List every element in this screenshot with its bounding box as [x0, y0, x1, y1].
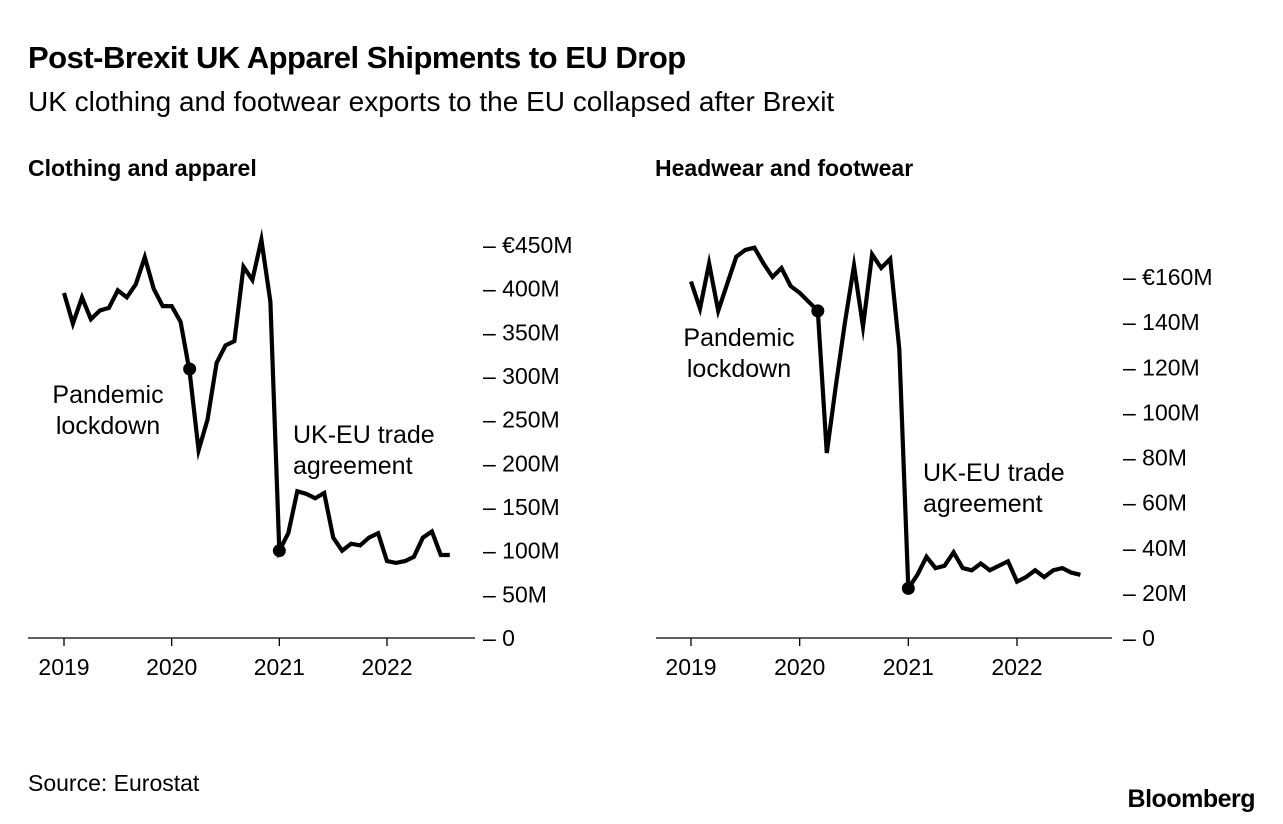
footwear-annotation-marker	[811, 304, 825, 318]
clothing-chart: 2019 2020 2021 2022 – €450M – 400M – 350M – 300…	[28, 228, 573, 680]
footwear-chart: 2019 2020 2021 2022 – €160M – 140M – 120M – 100…	[656, 245, 1213, 680]
footwear-x-tick-label: 2020	[774, 654, 825, 680]
clothing-x-tick-label: 2021	[254, 654, 305, 680]
footwear-y-tick-label: – 0	[1123, 625, 1155, 651]
footwear-y-tick-label: – €160M	[1123, 264, 1213, 290]
footwear-series-line	[689, 245, 1081, 595]
clothing-y-tick-label: – 150M	[483, 494, 560, 520]
footwear-annotation-text: Pandemic	[683, 324, 794, 352]
footwear-y-tick-label: – 60M	[1123, 490, 1187, 516]
clothing-annotation-marker	[272, 544, 286, 558]
source-note: Source: Eurostat	[28, 770, 200, 796]
clothing-y-tick-label: – 200M	[483, 450, 560, 476]
footwear-annotation-text: UK-EU trade	[923, 459, 1065, 487]
clothing-y-tick-label: – 0	[483, 625, 515, 651]
footwear-x-tick-label: 2022	[991, 654, 1042, 680]
clothing-y-tick-label: – 250M	[483, 407, 560, 433]
footwear-annotation-text: agreement	[923, 490, 1043, 518]
clothing-y-tick-label: – 300M	[483, 363, 560, 389]
footwear-y-tick-label: – 140M	[1123, 309, 1200, 335]
clothing-y-tick-label: – €450M	[483, 232, 573, 258]
panel-title-clothing: Clothing and apparel	[28, 155, 257, 181]
footwear-y-tick-label: – 40M	[1123, 535, 1187, 561]
footwear-annotation-text: lockdown	[687, 355, 791, 383]
clothing-x-tick-label: 2022	[361, 654, 412, 680]
clothing-annotation-text: lockdown	[56, 412, 160, 440]
bloomberg-logo: Bloomberg	[1127, 785, 1256, 813]
footwear-y-tick-label: – 80M	[1123, 445, 1187, 471]
clothing-x-tick-label: 2019	[38, 654, 89, 680]
footwear-y-tick-label: – 20M	[1123, 580, 1187, 606]
clothing-x-tick-label: 2020	[146, 654, 197, 680]
clothing-y-tick-label: – 50M	[483, 581, 547, 607]
clothing-annotation-marker	[183, 362, 197, 376]
clothing-series-line	[61, 228, 450, 566]
footwear-annotation-marker	[901, 581, 915, 595]
footwear-y-tick-label: – 100M	[1123, 399, 1200, 425]
clothing-annotation-text: Pandemic	[52, 381, 163, 409]
clothing-y-tick-label: – 100M	[483, 538, 560, 564]
panel-title-footwear: Headwear and footwear	[655, 155, 914, 181]
clothing-annotation-text: UK-EU trade	[293, 421, 435, 449]
clothing-annotation-text: agreement	[293, 452, 413, 480]
footwear-x-tick-label: 2019	[665, 654, 716, 680]
footwear-y-tick-label: – 120M	[1123, 354, 1200, 380]
chart-title: Post-Brexit UK Apparel Shipments to EU D…	[28, 40, 686, 75]
chart-subtitle: UK clothing and footwear exports to the …	[28, 86, 835, 117]
footwear-x-tick-label: 2021	[883, 654, 934, 680]
clothing-y-tick-label: – 350M	[483, 319, 560, 345]
clothing-y-tick-label: – 400M	[483, 276, 560, 302]
